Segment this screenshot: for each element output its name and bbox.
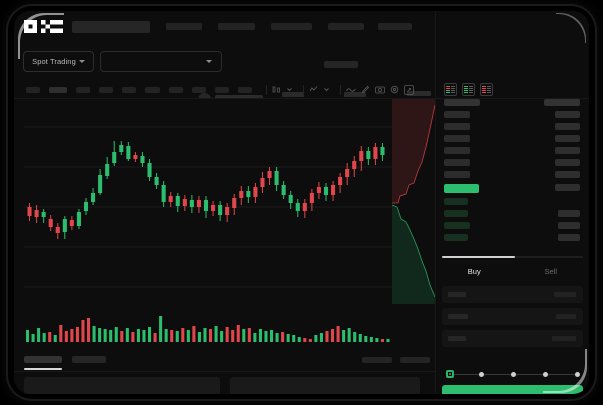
timeframe-1M[interactable] <box>192 86 206 93</box>
global-search-input[interactable] <box>72 20 150 33</box>
timeframe-5m[interactable] <box>49 86 67 93</box>
order-book-ask-row[interactable] <box>436 111 589 118</box>
toolbar-divider <box>303 84 304 95</box>
order-total-field[interactable] <box>442 330 583 347</box>
tab-active-underline <box>24 368 62 370</box>
order-book-bid-row[interactable] <box>436 210 589 217</box>
candle-chart-icon[interactable] <box>272 85 281 94</box>
timeframe-1w[interactable] <box>169 86 183 93</box>
volume-histogram <box>14 304 435 349</box>
timeframe-1h[interactable] <box>99 86 113 93</box>
orderbook-both-icon[interactable] <box>444 83 457 96</box>
nav-item-account[interactable] <box>378 23 412 30</box>
depth-chart-canvas <box>392 99 435 304</box>
order-book-ask-row[interactable] <box>436 123 589 130</box>
toolbar-divider <box>340 84 341 95</box>
order-amount-slider[interactable] <box>446 370 581 379</box>
price-chart[interactable] <box>14 99 435 304</box>
order-book-ask-row[interactable] <box>436 171 589 178</box>
pencil-icon[interactable] <box>361 85 370 94</box>
tab-assets[interactable] <box>362 357 392 363</box>
orderbook-asks-icon[interactable] <box>480 83 493 96</box>
timeframe-1d[interactable] <box>145 86 160 93</box>
chevron-down-icon <box>78 60 85 63</box>
order-book-header-row <box>436 99 589 106</box>
nav-item-trade[interactable] <box>166 23 202 30</box>
app-screen: Spot Trading <box>14 11 589 394</box>
order-book-scrollbar[interactable] <box>442 256 515 258</box>
submit-buy-button[interactable] <box>442 385 583 394</box>
order-book-panel: Buy Sell <box>435 11 589 394</box>
nav-item-earn[interactable] <box>271 23 312 30</box>
slider-stop-100[interactable] <box>575 371 580 377</box>
chevron-down-icon <box>206 60 212 63</box>
timeframe-4h[interactable] <box>122 86 136 93</box>
trading-pair-select[interactable] <box>100 51 222 72</box>
order-book-rows[interactable] <box>436 99 589 251</box>
bottom-panel-left[interactable] <box>24 377 220 394</box>
order-book-bid-row[interactable] <box>436 234 589 241</box>
bottom-panel-right[interactable] <box>230 377 420 394</box>
slider-handle[interactable] <box>446 370 454 378</box>
order-book-last-price-row[interactable] <box>436 184 589 193</box>
order-book-ask-row[interactable] <box>436 159 589 166</box>
order-entry-form <box>436 283 589 394</box>
tab-sell[interactable]: Sell <box>544 267 557 276</box>
tab-open-orders[interactable] <box>24 356 62 363</box>
timeframe-custom[interactable] <box>238 86 252 93</box>
timeframe-more[interactable] <box>215 86 229 93</box>
indicator-icon[interactable] <box>309 85 318 94</box>
market-badge <box>324 61 358 68</box>
order-book-bid-row[interactable] <box>436 222 589 229</box>
volume-chart-canvas <box>26 316 390 342</box>
timeframe-15m[interactable] <box>76 86 90 93</box>
toolbar-divider <box>266 84 267 95</box>
order-book-bid-row[interactable] <box>436 198 589 205</box>
candlestick-chart-canvas <box>24 126 392 288</box>
order-book-ask-row[interactable] <box>436 147 589 154</box>
chevron-down-icon[interactable] <box>286 86 293 93</box>
slider-stop-50[interactable] <box>511 371 516 377</box>
orders-tab-bar <box>14 351 435 372</box>
nav-item-markets[interactable] <box>218 23 255 30</box>
orderbook-bids-icon[interactable] <box>462 83 475 96</box>
buy-sell-tab-bar: Buy Sell <box>436 263 589 281</box>
camera-icon[interactable] <box>375 85 385 94</box>
line-chart-icon[interactable] <box>346 86 356 94</box>
chevron-down-icon[interactable] <box>323 86 330 93</box>
tab-positions[interactable] <box>400 357 430 363</box>
spot-trading-dropdown[interactable]: Spot Trading <box>23 51 94 72</box>
timeframe-1m[interactable] <box>26 86 40 93</box>
fullscreen-icon[interactable] <box>404 84 414 95</box>
nav-item-assets[interactable] <box>328 23 364 30</box>
chart-toolbar <box>14 81 435 99</box>
tab-order-history[interactable] <box>72 356 106 363</box>
okx-logo[interactable] <box>24 20 63 33</box>
spot-trading-label: Spot Trading <box>32 57 76 66</box>
slider-stop-75[interactable] <box>543 371 548 377</box>
order-price-field[interactable] <box>442 286 583 303</box>
settings-icon[interactable] <box>390 85 399 94</box>
tab-buy[interactable]: Buy <box>467 267 481 276</box>
order-book-ask-row[interactable] <box>436 135 589 142</box>
order-amount-field[interactable] <box>442 308 583 325</box>
orders-panel-area <box>14 373 435 394</box>
order-book-toolbar <box>436 81 589 99</box>
slider-stop-25[interactable] <box>479 371 484 377</box>
order-book-depth-chart <box>392 99 435 304</box>
